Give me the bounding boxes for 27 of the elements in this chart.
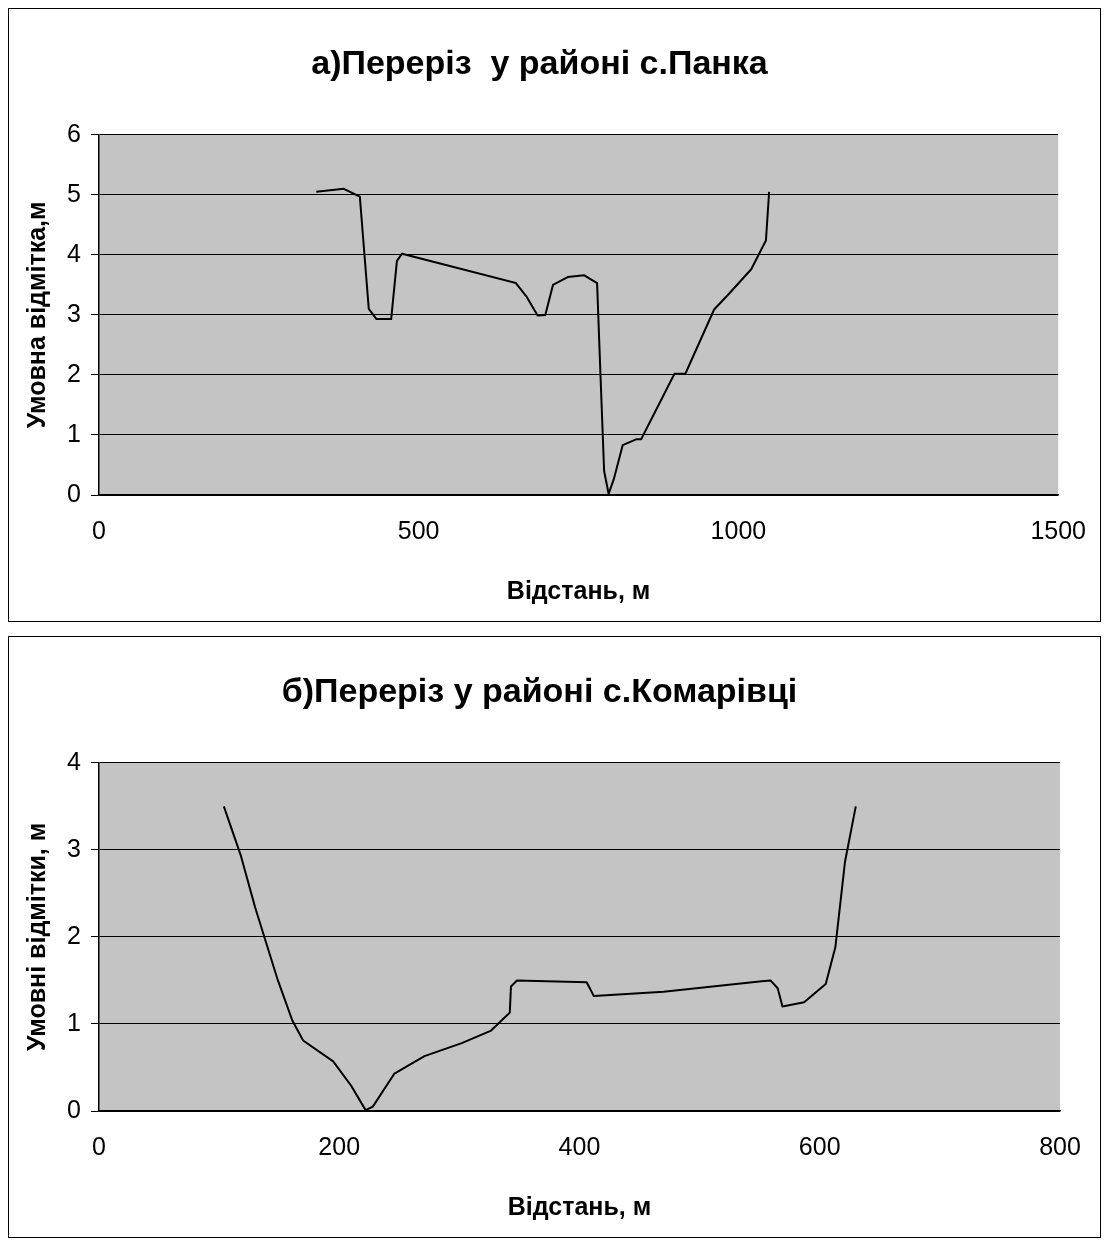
y-tick-label: 1 bbox=[67, 418, 81, 447]
y-tick-label: 0 bbox=[67, 478, 81, 507]
y-tick-label: 1 bbox=[67, 1007, 81, 1036]
y-tick-label: 4 bbox=[67, 746, 81, 775]
y-axis-title: Умовні відмітки, м bbox=[21, 822, 50, 1052]
x-axis-title: Відстань, м bbox=[507, 1191, 652, 1220]
y-tick-label: 5 bbox=[67, 178, 81, 207]
x-tick-label: 0 bbox=[91, 1131, 106, 1160]
x-tick-label: 500 bbox=[397, 515, 440, 544]
y-tick-label: 3 bbox=[67, 298, 81, 327]
chart-title: б)Переріз у районі с.Комарівці bbox=[281, 670, 798, 709]
x-tick-label: 1500 bbox=[1030, 515, 1086, 544]
y-tick-label: 6 bbox=[67, 118, 81, 147]
y-tick-label: 0 bbox=[67, 1094, 81, 1123]
y-axis-title: Умовна відмітка,м bbox=[21, 201, 50, 429]
x-tick-label: 0 bbox=[91, 515, 106, 544]
x-tick-label: 600 bbox=[798, 1131, 841, 1160]
y-tick-label: 3 bbox=[67, 833, 81, 862]
y-tick-label: 4 bbox=[67, 238, 81, 267]
x-tick-label: 800 bbox=[1039, 1131, 1081, 1160]
chart-title: а)Переріз у районі с.Панка bbox=[311, 42, 769, 81]
y-tick-label: 2 bbox=[67, 358, 81, 387]
x-tick-label: 1000 bbox=[710, 515, 767, 544]
x-tick-label: 400 bbox=[558, 1131, 601, 1160]
x-axis-title: Відстань, м bbox=[506, 575, 651, 604]
y-tick-label: 2 bbox=[67, 920, 81, 949]
x-tick-label: 200 bbox=[318, 1131, 361, 1160]
